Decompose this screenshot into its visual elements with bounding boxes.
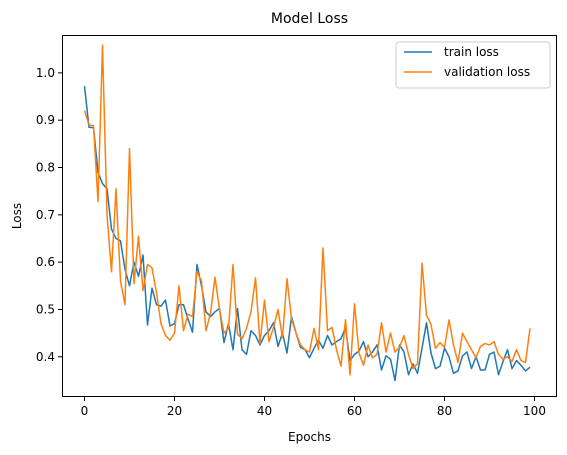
x-axis-ticks: 0 20 40 60 80 100 <box>81 397 546 418</box>
x-tick-label: 80 <box>437 404 452 418</box>
axes-frame <box>62 35 557 397</box>
y-tick-label: 0.8 <box>36 160 55 174</box>
x-axis-label: Epochs <box>288 430 331 444</box>
x-tick-label: 100 <box>523 404 546 418</box>
x-tick-label: 60 <box>347 404 362 418</box>
x-tick-label: 40 <box>257 404 272 418</box>
legend-box <box>395 41 551 89</box>
y-tick-label: 0.9 <box>36 113 55 127</box>
legend-label-train-loss: train loss <box>444 45 499 59</box>
y-axis-label: Loss <box>10 203 24 229</box>
legend: train loss validation loss <box>395 41 551 89</box>
y-tick-label: 0.6 <box>36 255 55 269</box>
x-tick-label: 20 <box>167 404 182 418</box>
y-tick-label: 0.7 <box>36 208 55 222</box>
y-axis-ticks: 0.4 0.5 0.6 0.7 0.8 0.9 1.0 <box>36 66 62 364</box>
y-tick-label: 0.5 <box>36 302 55 316</box>
y-tick-label: 1.0 <box>36 66 55 80</box>
x-tick-label: 0 <box>81 404 89 418</box>
chart-title: Model Loss <box>271 11 348 27</box>
y-tick-label: 0.4 <box>36 350 55 364</box>
plot-lines <box>83 44 531 382</box>
legend-label-validation-loss: validation loss <box>444 65 530 79</box>
series-line-validation-loss <box>83 44 531 376</box>
axes-background <box>62 35 557 397</box>
